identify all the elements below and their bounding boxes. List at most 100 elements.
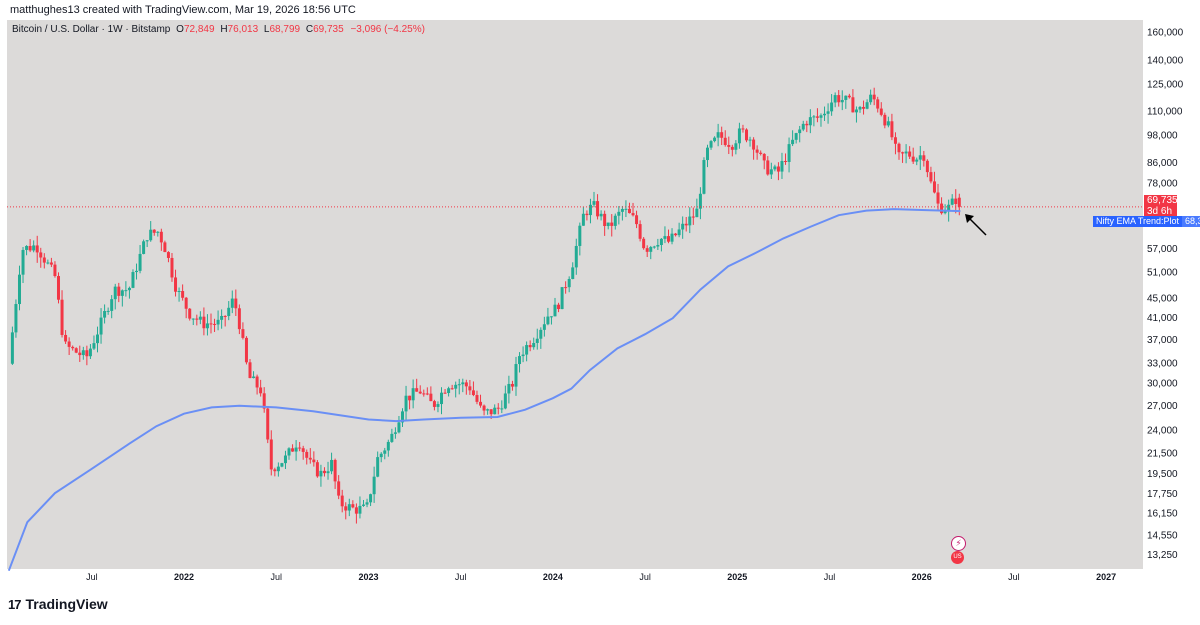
candle-body [741, 128, 745, 130]
candle-body [773, 166, 777, 170]
candle-body [709, 141, 713, 148]
candle-body [440, 392, 444, 405]
candle-body [149, 229, 153, 241]
ema-tag-value: 68,332 [1182, 216, 1200, 227]
candle-body [851, 97, 855, 113]
candle-body [613, 215, 617, 226]
price-axis-labels: 160,000 140,000 125,000 110,000 98,000 86,000… [1147, 28, 1184, 561]
candle-body [92, 343, 96, 349]
price-tick-label: 51,000 [1147, 267, 1178, 278]
candle-body [947, 204, 951, 212]
candle-body [276, 466, 280, 472]
price-tick-label: 16,150 [1147, 509, 1178, 520]
candle-body [620, 209, 624, 212]
candle-body [283, 455, 287, 464]
candle-body [386, 441, 390, 451]
candle-body [454, 384, 458, 389]
tradingview-brand: TradingView [25, 596, 108, 612]
open-value: 72,849 [183, 24, 215, 35]
candle-body [56, 276, 60, 300]
candle-body [592, 201, 596, 205]
candle-body [333, 459, 337, 482]
candle-body [291, 448, 295, 452]
candle-body [365, 502, 369, 505]
candle-body [585, 213, 589, 216]
candle-body [769, 169, 773, 175]
candle-body [163, 242, 167, 253]
candle-body [755, 149, 759, 153]
candle-body [397, 422, 401, 433]
candle-body [581, 213, 585, 226]
candle-body [156, 231, 160, 233]
candle-body [784, 160, 788, 162]
price-axis[interactable] [1143, 20, 1193, 569]
candle-body [457, 384, 461, 386]
time-tick-label: 2025 [727, 572, 747, 582]
symbol-label[interactable]: Bitcoin / U.S. Dollar · 1W · Bitstamp [12, 24, 171, 35]
candle-body [702, 160, 706, 194]
candle-body [663, 236, 667, 239]
candle-body [876, 99, 880, 109]
candle-body [542, 324, 546, 330]
candle-body [354, 507, 358, 514]
us-flag-event-icon[interactable]: US [951, 551, 964, 564]
candle-body [223, 315, 227, 317]
candle-body [319, 470, 323, 477]
time-tick-label: 2022 [174, 572, 194, 582]
price-tick-label: 17,750 [1147, 489, 1178, 500]
time-tick-label: 2027 [1096, 572, 1116, 582]
chart-pane[interactable] [7, 20, 1143, 569]
candle-body [776, 166, 780, 172]
candle-body [901, 152, 905, 154]
candle-body [432, 401, 436, 407]
time-axis[interactable] [7, 569, 1193, 585]
candle-body [539, 329, 543, 339]
candle-body [500, 408, 504, 410]
candle-body [929, 172, 933, 182]
candle-body [713, 137, 717, 142]
candle-body [489, 409, 493, 415]
candle-body [659, 238, 663, 245]
annotation-arrow[interactable] [965, 214, 987, 236]
candle-body [925, 160, 929, 173]
candle-body [298, 447, 302, 449]
candle-body [872, 94, 876, 100]
price-tick-label: 45,000 [1147, 294, 1178, 305]
candle-body [170, 257, 174, 278]
candle-body [674, 233, 678, 236]
candle-body [698, 193, 702, 209]
candle-body [812, 116, 816, 118]
tradingview-logo[interactable]: 17 TradingView [8, 596, 108, 612]
candle-body [588, 204, 592, 216]
candle-body [138, 253, 142, 271]
candle-body [840, 99, 844, 103]
price-tick-label: 98,000 [1147, 131, 1178, 142]
candle-body [443, 392, 447, 394]
candle-body [404, 395, 408, 412]
candle-body [252, 376, 256, 379]
candle-body [688, 216, 692, 226]
candle-body [191, 318, 195, 320]
candle-body [60, 299, 64, 335]
candle-body [85, 350, 89, 357]
price-tick-label: 14,550 [1147, 530, 1178, 541]
candle-body [88, 348, 92, 357]
candle-body [195, 318, 199, 320]
candle-body [553, 304, 557, 317]
candle-body [525, 345, 529, 355]
time-tick-label: Jul [639, 572, 651, 582]
candle-body [177, 291, 181, 293]
time-tick-label: Jul [270, 572, 282, 582]
candle-body [152, 229, 156, 233]
ema-tag-name: Nifty EMA Trend:Plot [1096, 216, 1180, 226]
flash-event-icon[interactable]: ⚡ [951, 536, 966, 551]
candle-body [815, 116, 819, 118]
ohlc-close: C69,735 [306, 24, 344, 35]
candle-body [166, 252, 170, 258]
candle-body [830, 102, 834, 112]
candle-body [145, 240, 149, 242]
candle-body [96, 334, 100, 344]
candle-body [727, 144, 731, 147]
candle-body [241, 329, 245, 338]
chart-legend: Bitcoin / U.S. Dollar · 1W · Bitstamp O7… [12, 24, 425, 35]
